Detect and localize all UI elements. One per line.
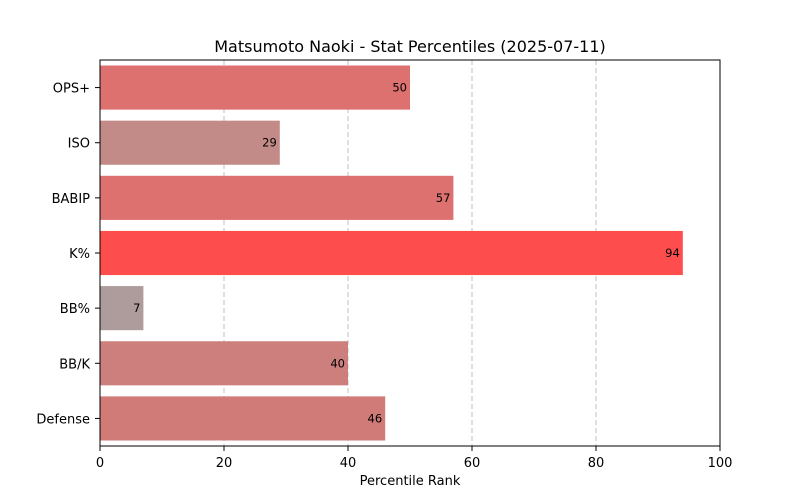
y-tick-label: BB% bbox=[60, 302, 90, 317]
y-tick-label: OPS+ bbox=[53, 82, 90, 97]
y-tick-label: ISO bbox=[68, 137, 90, 152]
x-tick-label: 60 bbox=[464, 456, 481, 471]
bar-value-label: 29 bbox=[262, 136, 277, 150]
x-tick-label: 20 bbox=[216, 456, 233, 471]
x-tick-label: 100 bbox=[708, 456, 733, 471]
bar-value-label: 94 bbox=[665, 246, 680, 260]
x-axis-label: Percentile Rank bbox=[360, 474, 461, 489]
bars: 50 29 57 94 7 40 46 bbox=[100, 65, 683, 441]
chart-title: Matsumoto Naoki - Stat Percentiles (2025… bbox=[214, 37, 606, 56]
bar-value-label: 50 bbox=[392, 81, 407, 95]
y-axis: OPS+ ISO BABIP K% BB% BB/K Defense bbox=[36, 82, 100, 427]
bar bbox=[100, 65, 410, 110]
x-tick-label: 80 bbox=[588, 456, 605, 471]
bar-value-label: 7 bbox=[133, 301, 140, 315]
bar bbox=[100, 396, 386, 441]
bar bbox=[100, 175, 454, 220]
bar-value-label: 46 bbox=[368, 411, 383, 425]
bar-value-label: 40 bbox=[330, 356, 345, 370]
x-tick-label: 0 bbox=[96, 456, 104, 471]
bar bbox=[100, 341, 348, 386]
bar bbox=[100, 120, 280, 165]
y-tick-label: K% bbox=[69, 247, 90, 262]
bar bbox=[100, 230, 683, 276]
y-tick-label: Defense bbox=[36, 412, 90, 427]
bar bbox=[100, 286, 144, 331]
y-tick-label: BABIP bbox=[52, 192, 91, 207]
x-axis: 0 20 40 60 80 100 bbox=[96, 446, 733, 471]
y-tick-label: BB/K bbox=[59, 357, 90, 372]
x-tick-label: 40 bbox=[340, 456, 357, 471]
bar-value-label: 57 bbox=[436, 191, 451, 205]
